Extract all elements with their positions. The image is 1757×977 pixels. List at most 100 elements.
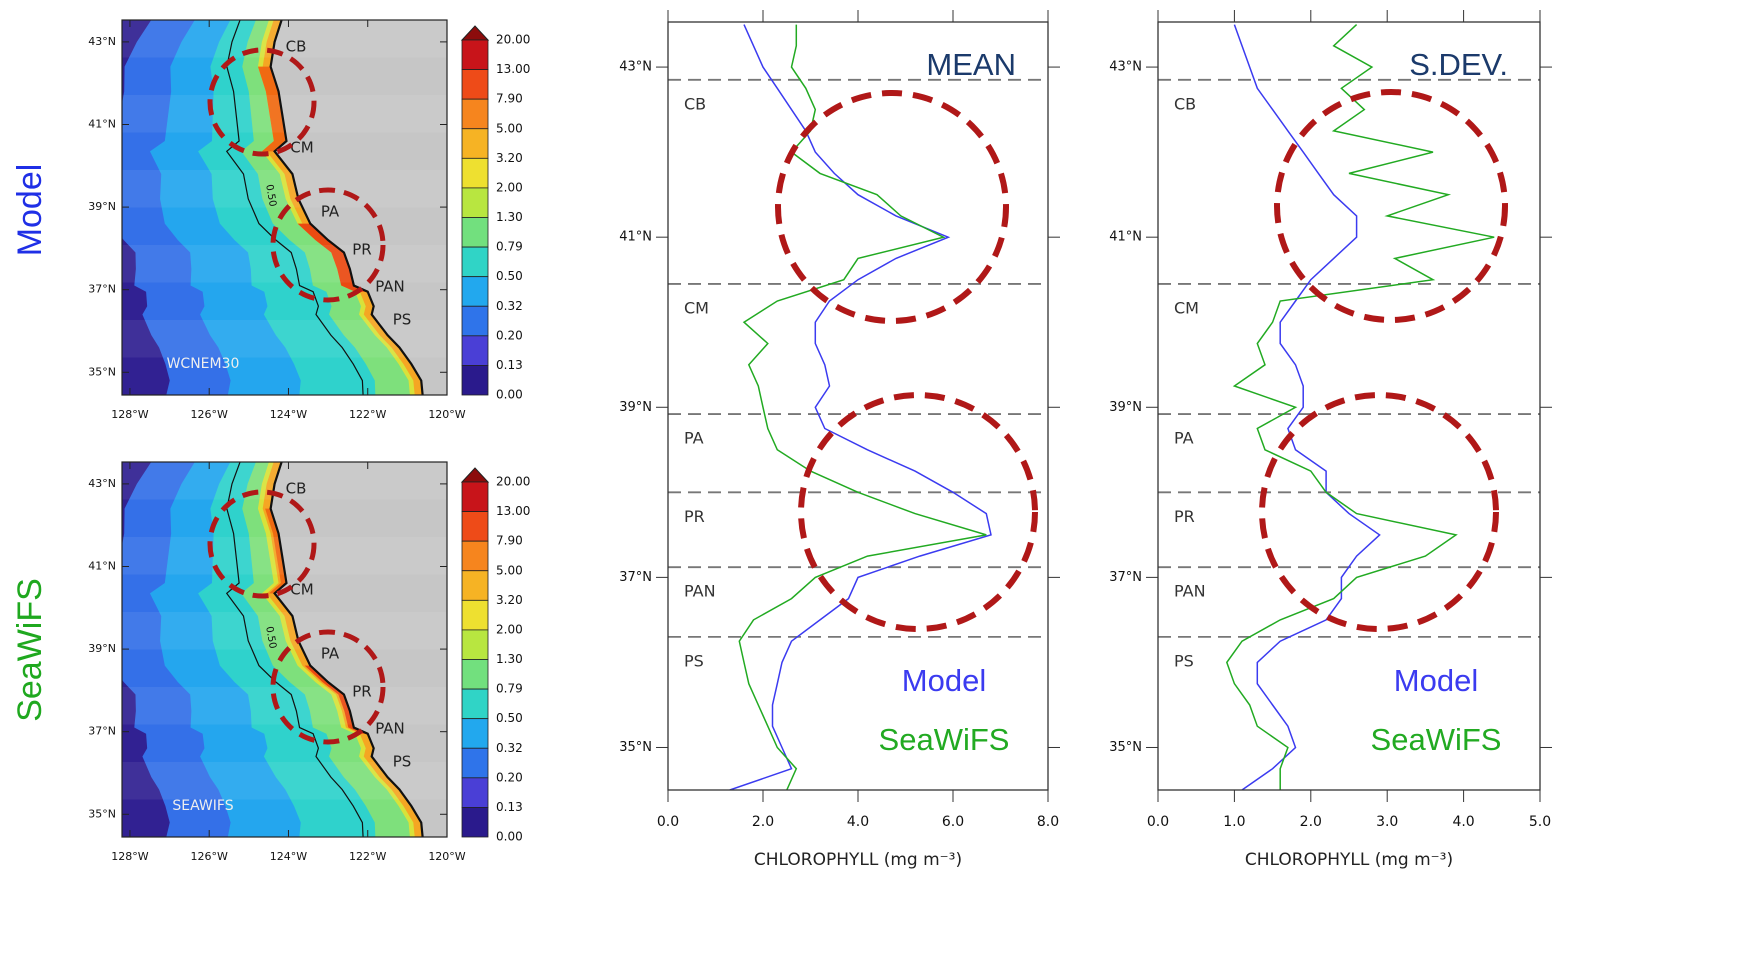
colorbar-label: 0.00 xyxy=(496,388,523,402)
colorbar-label: 0.13 xyxy=(496,358,523,372)
region-label: CM xyxy=(1174,298,1199,317)
legend-entry: SeaWiFS xyxy=(879,722,1010,757)
y-tick-label: 35°N xyxy=(1109,740,1142,755)
plot-frame xyxy=(668,22,1048,790)
colorbar-bin xyxy=(462,40,488,70)
y-tick-label: 39°N xyxy=(1109,400,1142,415)
y-tick-label: 39°N xyxy=(88,642,116,655)
y-tick-label: 39°N xyxy=(619,400,652,415)
colorbar-label: 0.50 xyxy=(496,269,523,283)
colorbar-bin xyxy=(462,630,488,660)
x-tick-label: 120°W xyxy=(428,408,465,421)
colorbar-label: 1.30 xyxy=(496,210,523,224)
map-panel xyxy=(100,452,457,847)
colorbar-label: 13.00 xyxy=(496,62,530,76)
colorbar-label: 0.79 xyxy=(496,682,523,696)
colorbar-bin xyxy=(462,748,488,778)
colorbar-label: 3.20 xyxy=(496,151,523,165)
colorbar-bin xyxy=(462,571,488,601)
x-tick-label: 124°W xyxy=(270,408,307,421)
x-axis-title: CHLOROPHYLL (mg m⁻³) xyxy=(1245,850,1453,870)
panel-title: MEAN xyxy=(926,47,1016,82)
map-panel xyxy=(100,10,457,405)
y-tick-label: 35°N xyxy=(619,740,652,755)
x-tick-label: 128°W xyxy=(111,408,148,421)
region-label: CB xyxy=(684,94,706,113)
colorbar-label: 2.00 xyxy=(496,622,523,636)
colorbar-label: 0.79 xyxy=(496,240,523,254)
y-tick-label: 37°N xyxy=(1109,570,1142,585)
region-label: PAN xyxy=(375,278,405,296)
colorbar-label: 7.90 xyxy=(496,92,523,106)
colorbar-bin xyxy=(462,306,488,336)
x-tick-label: 122°W xyxy=(349,850,386,863)
region-label: PS xyxy=(684,651,704,670)
colorbar-over xyxy=(462,468,488,482)
colorbar-label: 0.00 xyxy=(496,830,523,844)
x-tick-label: 120°W xyxy=(428,850,465,863)
y-tick-label: 35°N xyxy=(88,807,116,820)
y-tick-label: 39°N xyxy=(88,200,116,213)
x-axis-title: CHLOROPHYLL (mg m⁻³) xyxy=(754,850,962,870)
y-tick-label: 41°N xyxy=(619,230,652,245)
x-tick-label: 4.0 xyxy=(847,814,869,830)
region-label: CB xyxy=(286,38,307,56)
colorbar-bin xyxy=(462,660,488,690)
x-tick-label: 124°W xyxy=(270,850,307,863)
colorbar-bin xyxy=(462,70,488,100)
region-label: PA xyxy=(1174,429,1194,448)
y-tick-label: 43°N xyxy=(88,477,116,490)
region-label: PR xyxy=(352,683,371,701)
stripe xyxy=(122,612,447,650)
stripe xyxy=(122,20,447,58)
colorbar-bin xyxy=(462,188,488,218)
x-tick-label: 1.0 xyxy=(1223,814,1245,830)
region-label: PAN xyxy=(375,720,405,738)
colorbar-label: 0.20 xyxy=(496,770,523,784)
x-tick-label: 8.0 xyxy=(1037,814,1059,830)
colorbar-label: 0.32 xyxy=(496,741,523,755)
y-tick-label: 41°N xyxy=(88,117,116,130)
x-tick-label: 3.0 xyxy=(1376,814,1398,830)
colorbar-over xyxy=(462,26,488,40)
colorbar-label: 5.00 xyxy=(496,563,523,577)
page: {"chart_data":[ {"type":"map","side_labe… xyxy=(0,0,1757,977)
colorbar-bin xyxy=(462,336,488,366)
colorbar-bin xyxy=(462,129,488,159)
x-tick-label: 126°W xyxy=(191,408,228,421)
legend-entry: Model xyxy=(1394,663,1478,698)
colorbar-bin xyxy=(462,719,488,749)
x-tick-label: 5.0 xyxy=(1529,814,1551,830)
figure: CBCMPAPRPANPS0.50WCNEM3043°N41°N39°N37°N… xyxy=(0,0,1757,977)
x-tick-label: 128°W xyxy=(111,850,148,863)
y-tick-label: 41°N xyxy=(1109,230,1142,245)
x-tick-label: 4.0 xyxy=(1452,814,1474,830)
region-label: PAN xyxy=(1174,582,1206,601)
panel-title: S.DEV. xyxy=(1409,47,1508,82)
stripe xyxy=(122,462,447,500)
colorbar-label: 0.50 xyxy=(496,711,523,725)
colorbar-label: 5.00 xyxy=(496,121,523,135)
colorbar-label: 0.32 xyxy=(496,299,523,313)
region-label: PR xyxy=(352,241,371,259)
colorbar-bin xyxy=(462,512,488,542)
colorbar-bin xyxy=(462,365,488,395)
x-tick-label: 0.0 xyxy=(657,814,679,830)
profile-line xyxy=(1234,25,1379,790)
region-label: PS xyxy=(393,311,412,329)
y-tick-label: 43°N xyxy=(88,35,116,48)
colorbar-label: 13.00 xyxy=(496,504,530,518)
highlight-circle xyxy=(801,395,1035,629)
colorbar-bin xyxy=(462,277,488,307)
region-label: CB xyxy=(286,480,307,498)
region-label: PS xyxy=(1174,651,1194,670)
colorbar-bin xyxy=(462,807,488,837)
region-label: PS xyxy=(393,753,412,771)
x-tick-label: 126°W xyxy=(191,850,228,863)
colorbar-label: 2.00 xyxy=(496,180,523,194)
x-tick-label: 2.0 xyxy=(1300,814,1322,830)
region-label: PA xyxy=(684,429,704,448)
y-tick-label: 37°N xyxy=(88,283,116,296)
y-tick-label: 43°N xyxy=(1109,60,1142,75)
x-tick-label: 2.0 xyxy=(752,814,774,830)
